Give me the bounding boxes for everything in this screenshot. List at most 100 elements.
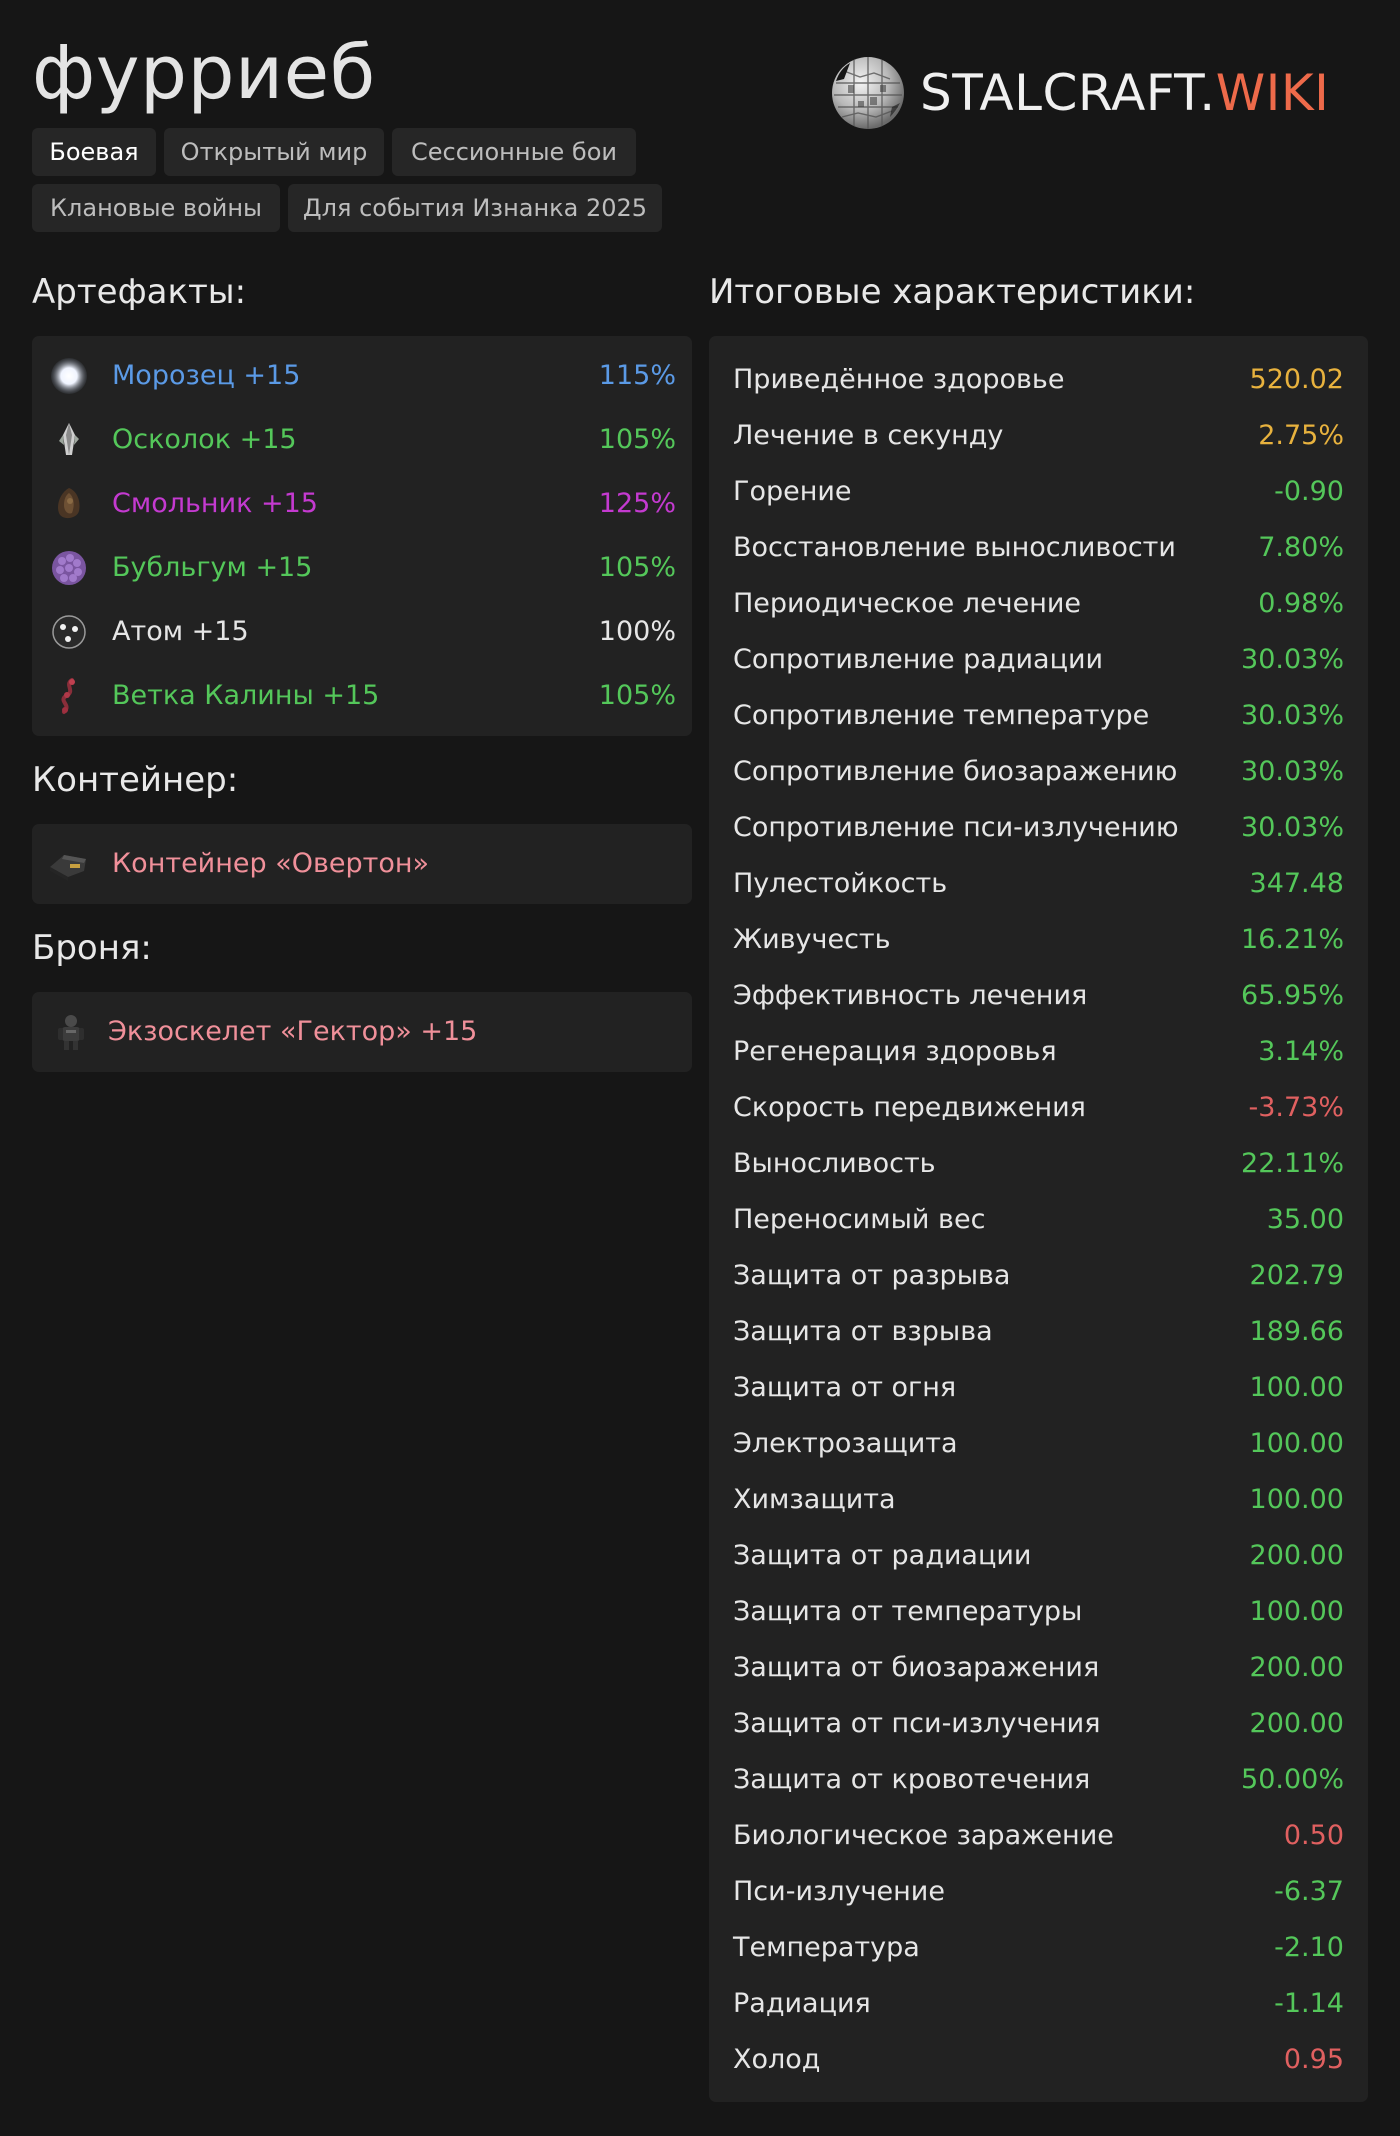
- stats-title: Итоговые характеристики:: [709, 272, 1196, 312]
- stat-label: Пси-излучение: [733, 1876, 945, 1907]
- stat-label: Защита от пси-излучения: [733, 1708, 1101, 1739]
- atom-sphere-icon: [52, 615, 86, 649]
- artifact-name: Ветка Калины +15: [112, 680, 380, 711]
- container-name: Контейнер «Овертон»: [112, 848, 430, 879]
- tab-event-iznanka[interactable]: Для события Изнанка 2025: [288, 184, 662, 232]
- stat-row: Переносимый вес 35.00: [709, 1192, 1368, 1248]
- stat-label: Температура: [733, 1932, 920, 1963]
- artifact-percent: 100%: [598, 616, 676, 647]
- stat-value: 50.00%: [1241, 1764, 1344, 1795]
- stat-label: Регенерация здоровья: [733, 1036, 1057, 1067]
- tab-open-world[interactable]: Открытый мир: [164, 128, 384, 176]
- stat-row: Сопротивление радиации 30.03%: [709, 632, 1368, 688]
- stat-value: 30.03%: [1241, 644, 1344, 675]
- armor-row[interactable]: Экзоскелет «Гектор» +15: [32, 1000, 692, 1064]
- stat-row: Пси-излучение -6.37: [709, 1864, 1368, 1920]
- stat-value: 30.03%: [1241, 756, 1344, 787]
- artifacts-title: Артефакты:: [32, 272, 247, 312]
- artifact-name: Смольник +15: [112, 488, 318, 519]
- stat-row: Химзащита 100.00: [709, 1472, 1368, 1528]
- artifact-row-oskolok[interactable]: Осколок +15 105%: [32, 408, 692, 472]
- stat-row: Регенерация здоровья 3.14%: [709, 1024, 1368, 1080]
- bubblegum-cluster-icon: [52, 551, 86, 585]
- stat-row: Защита от взрыва 189.66: [709, 1304, 1368, 1360]
- artifact-row-atom[interactable]: Атом +15 100%: [32, 600, 692, 664]
- stat-label: Холод: [733, 2044, 821, 2075]
- stat-row: Приведённое здоровье 520.02: [709, 352, 1368, 408]
- stat-value: 100.00: [1249, 1428, 1344, 1459]
- stat-row: Восстановление выносливости 7.80%: [709, 520, 1368, 576]
- stat-label: Сопротивление температуре: [733, 700, 1150, 731]
- artifact-percent: 115%: [598, 360, 676, 391]
- container-row[interactable]: Контейнер «Овертон»: [32, 832, 692, 896]
- stat-row: Защита от пси-излучения 200.00: [709, 1696, 1368, 1752]
- stat-label: Живучесть: [733, 924, 891, 955]
- tab-session-battles[interactable]: Сессионные бои: [392, 128, 636, 176]
- stat-value: -6.37: [1274, 1876, 1344, 1907]
- stat-value: 200.00: [1249, 1540, 1344, 1571]
- stat-label: Горение: [733, 476, 852, 507]
- stat-row: Живучесть 16.21%: [709, 912, 1368, 968]
- stalcraft-wiki-logo[interactable]: STALCRAFT.WIKI: [830, 56, 1329, 130]
- tab-combat[interactable]: Боевая: [32, 128, 156, 176]
- stat-value: 0.95: [1283, 2044, 1344, 2075]
- stat-label: Эффективность лечения: [733, 980, 1088, 1011]
- stat-label: Переносимый вес: [733, 1204, 986, 1235]
- stat-row: Сопротивление температуре 30.03%: [709, 688, 1368, 744]
- artifact-row-morozets[interactable]: Морозец +15 115%: [32, 344, 692, 408]
- crystal-shard-icon: [59, 423, 79, 455]
- stat-value: 30.03%: [1241, 700, 1344, 731]
- stat-label: Электрозащита: [733, 1428, 958, 1459]
- stat-row: Пулестойкость 347.48: [709, 856, 1368, 912]
- stat-label: Защита от разрыва: [733, 1260, 1011, 1291]
- stat-row: Холод 0.95: [709, 2032, 1368, 2088]
- stat-row: Защита от биозаражения 200.00: [709, 1640, 1368, 1696]
- artifact-percent: 105%: [598, 424, 676, 455]
- stat-row: Сопротивление пси-излучению 30.03%: [709, 800, 1368, 856]
- stat-value: 100.00: [1249, 1484, 1344, 1515]
- artifact-row-vetka-kaliny[interactable]: Ветка Калины +15 105%: [32, 664, 692, 728]
- artifacts-panel: Морозец +15 115% Осколок +15 105% Смольн…: [32, 336, 692, 736]
- stat-value: 100.00: [1249, 1596, 1344, 1627]
- stat-row: Защита от температуры 100.00: [709, 1584, 1368, 1640]
- stat-row: Защита от радиации 200.00: [709, 1528, 1368, 1584]
- armor-name: Экзоскелет «Гектор» +15: [108, 1016, 478, 1047]
- stat-value: 7.80%: [1258, 532, 1344, 563]
- stat-row: Биологическое заражение 0.50: [709, 1808, 1368, 1864]
- artifact-row-smolnik[interactable]: Смольник +15 125%: [32, 472, 692, 536]
- artifact-percent: 105%: [598, 552, 676, 583]
- logo-text-wiki: WIKI: [1215, 64, 1330, 122]
- stat-label: Скорость передвижения: [733, 1092, 1086, 1123]
- stat-value: 100.00: [1249, 1372, 1344, 1403]
- logo-text-stalcraft: STALCRAFT.: [920, 64, 1216, 122]
- stat-label: Защита от радиации: [733, 1540, 1032, 1571]
- wikipedia-globe-icon: [832, 57, 904, 129]
- container-case-icon: [50, 855, 86, 881]
- container-panel: Контейнер «Овертон»: [32, 824, 692, 904]
- armor-title: Броня:: [32, 928, 152, 968]
- stat-value: 16.21%: [1241, 924, 1344, 955]
- artifact-name: Осколок +15: [112, 424, 297, 455]
- stat-label: Защита от биозаражения: [733, 1652, 1100, 1683]
- stat-value: 189.66: [1249, 1316, 1344, 1347]
- stat-label: Пулестойкость: [733, 868, 948, 899]
- armor-panel: Экзоскелет «Гектор» +15: [32, 992, 692, 1072]
- artifact-row-bublgum[interactable]: Бубльгум +15 105%: [32, 536, 692, 600]
- exoskeleton-icon: [58, 1015, 84, 1050]
- stat-label: Сопротивление биозаражению: [733, 756, 1178, 787]
- stat-label: Сопротивление радиации: [733, 644, 1104, 675]
- stat-row: Горение -0.90: [709, 464, 1368, 520]
- stat-value: 0.98%: [1258, 588, 1344, 619]
- stat-value: -2.10: [1274, 1932, 1344, 1963]
- stats-panel: Приведённое здоровье 520.02 Лечение в секу…: [709, 336, 1368, 2102]
- tab-clan-wars[interactable]: Клановые войны: [32, 184, 280, 232]
- viburnum-branch-icon: [61, 678, 75, 714]
- stat-label: Сопротивление пси-излучению: [733, 812, 1179, 843]
- stat-label: Лечение в секунду: [733, 420, 1004, 451]
- stat-label: Защита от кровотечения: [733, 1764, 1091, 1795]
- stat-value: 520.02: [1249, 364, 1344, 395]
- stat-row: Защита от разрыва 202.79: [709, 1248, 1368, 1304]
- stat-row: Периодическое лечение 0.98%: [709, 576, 1368, 632]
- stat-label: Приведённое здоровье: [733, 364, 1065, 395]
- stat-label: Биологическое заражение: [733, 1820, 1114, 1851]
